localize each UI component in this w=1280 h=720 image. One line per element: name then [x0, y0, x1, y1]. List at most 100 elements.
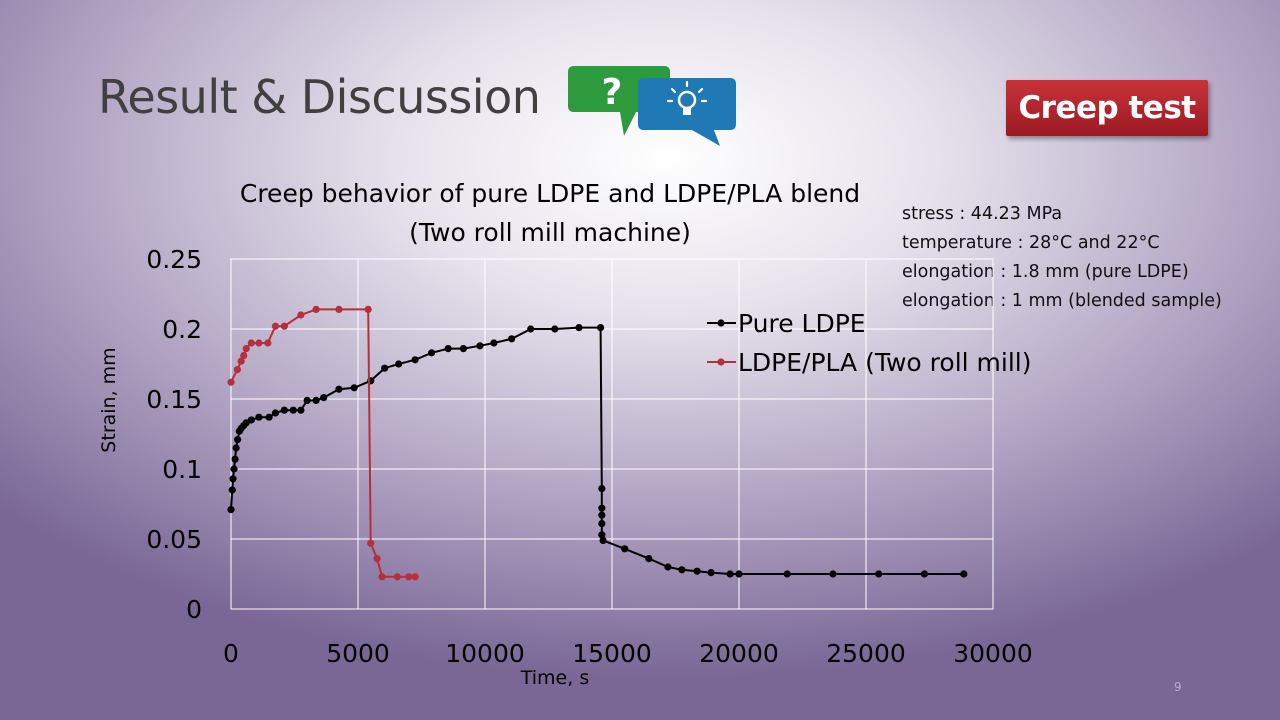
data-point	[598, 520, 606, 528]
data-point	[312, 305, 320, 313]
x-tick-label: 25000	[826, 639, 906, 668]
creep-test-badge: Creep test	[1006, 80, 1208, 136]
data-point	[237, 357, 245, 365]
data-point	[227, 378, 235, 386]
data-point	[693, 567, 701, 575]
series-pure-ldpe	[227, 324, 968, 578]
y-axis-label: Strain, mm	[98, 347, 120, 452]
data-point	[599, 536, 607, 545]
page-number: 9	[1174, 680, 1182, 694]
chart-series	[227, 305, 968, 581]
data-point	[234, 436, 242, 444]
data-point	[735, 570, 743, 578]
data-point	[428, 349, 436, 357]
y-tick-label: 0	[186, 595, 202, 624]
data-point	[247, 416, 255, 424]
data-point	[378, 573, 386, 581]
data-point	[621, 545, 629, 553]
data-point	[228, 486, 236, 494]
data-point	[459, 345, 468, 353]
data-point	[664, 563, 672, 571]
data-point	[476, 342, 484, 350]
data-point	[527, 325, 535, 333]
data-point	[678, 566, 686, 574]
chart-subtitle: (Two roll mill machine)	[409, 218, 691, 247]
legend-marker	[717, 358, 725, 366]
data-point	[280, 322, 288, 330]
data-point	[395, 360, 403, 368]
chart-legend: Pure LDPE LDPE/PLA (Two roll mill)	[707, 309, 1031, 377]
data-point	[227, 506, 235, 514]
condition-stress: stress : 44.23 MPa	[902, 204, 1063, 224]
data-point	[645, 555, 653, 563]
chart-gridlines	[230, 258, 994, 610]
data-point	[381, 364, 389, 372]
x-tick-label: 30000	[953, 639, 1033, 668]
question-lightbulb-bubbles-icon: ?	[568, 66, 736, 146]
test-conditions: stress : 44.23 MPa temperature : 28°C an…	[902, 200, 1222, 316]
data-point	[233, 366, 241, 374]
data-point	[598, 504, 606, 512]
y-tick-label: 0.2	[162, 315, 202, 344]
data-point	[320, 394, 328, 402]
legend-marker	[717, 319, 725, 327]
data-point	[265, 413, 273, 421]
data-point	[596, 324, 605, 332]
data-point	[297, 311, 305, 319]
data-point	[289, 406, 297, 414]
legend-label: Pure LDPE	[738, 309, 866, 338]
data-point	[231, 455, 239, 463]
condition-elongation-blend: elongation : 1 mm (blended sample)	[902, 291, 1222, 311]
y-tick-label: 0.25	[146, 245, 202, 274]
data-point	[350, 384, 358, 392]
data-point	[255, 339, 263, 347]
data-point	[230, 465, 238, 473]
data-point	[271, 409, 280, 417]
data-point	[490, 339, 498, 347]
data-point	[297, 406, 305, 414]
data-point	[707, 569, 715, 577]
legend-label: LDPE/PLA (Two roll mill)	[738, 348, 1031, 377]
data-point	[312, 396, 320, 404]
y-tick-label: 0.05	[146, 525, 202, 554]
data-point	[598, 511, 606, 519]
data-point	[411, 573, 419, 581]
data-point	[960, 570, 968, 578]
y-tick-label: 0.15	[146, 385, 202, 414]
x-tick-label: 10000	[445, 639, 525, 668]
x-axis-label: Time, s	[520, 667, 589, 689]
data-point	[335, 305, 343, 313]
x-tick-label: 5000	[326, 639, 390, 668]
data-point	[364, 305, 372, 313]
condition-temperature: temperature : 28°C and 22°C	[902, 233, 1160, 253]
data-point	[255, 413, 263, 421]
data-point	[367, 539, 375, 547]
data-point	[829, 570, 837, 578]
legend-entry: Pure LDPE	[707, 309, 866, 338]
data-point	[783, 570, 791, 578]
data-point	[405, 573, 413, 581]
data-point	[575, 324, 583, 332]
data-point	[598, 485, 606, 493]
data-point	[280, 406, 288, 414]
chart-title-block: Creep behavior of pure LDPE and LDPE/PLA…	[150, 174, 950, 252]
x-tick-label: 20000	[699, 639, 779, 668]
y-tick-label: 0.1	[162, 455, 202, 484]
data-point	[335, 385, 343, 393]
x-tick-label: 15000	[572, 639, 652, 668]
data-point	[444, 345, 452, 353]
slide-title: Result & Discussion	[98, 70, 541, 124]
data-point	[229, 475, 237, 483]
data-point	[551, 325, 559, 333]
svg-text:?: ?	[602, 72, 623, 113]
data-point	[303, 396, 311, 404]
condition-elongation-ldpe: elongation : 1.8 mm (pure LDPE)	[902, 262, 1189, 282]
data-point	[726, 570, 734, 578]
data-point	[240, 352, 248, 360]
data-point	[242, 345, 250, 353]
series-ldpe-pla	[227, 305, 419, 581]
chart-title: Creep behavior of pure LDPE and LDPE/PLA…	[239, 179, 861, 208]
legend-entry: LDPE/PLA (Two roll mill)	[707, 348, 1031, 377]
data-point	[271, 322, 280, 330]
